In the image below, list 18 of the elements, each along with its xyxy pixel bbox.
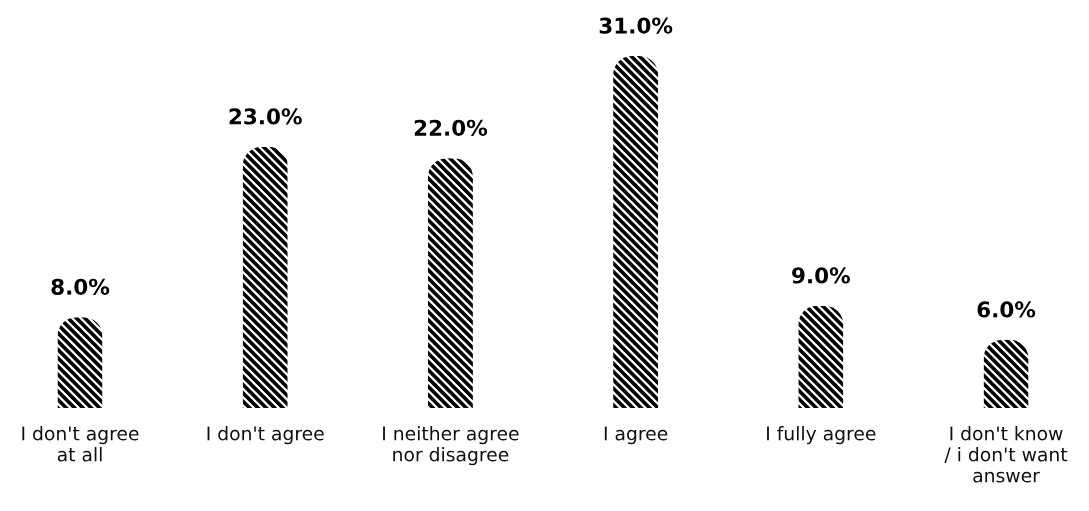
data-label: 8.0%	[51, 278, 110, 295]
data-label: 22.0%	[414, 119, 488, 136]
x-tick-label: I agree	[604, 426, 668, 445]
x-tick-label: I don't know / i don't want answer	[944, 426, 1068, 483]
data-label: 6.0%	[977, 301, 1036, 318]
x-tick-label: I neither agree nor disagree	[383, 426, 519, 466]
x-tick-label: I don't agree at all	[22, 426, 139, 462]
bar	[613, 55, 659, 408]
x-tick-label: I fully agree	[767, 426, 876, 445]
x-tick-label: I don't agree	[207, 426, 324, 445]
bar	[798, 305, 844, 408]
bar	[57, 317, 103, 408]
bar	[242, 146, 288, 408]
data-label: 31.0%	[599, 17, 673, 34]
data-label: 23.0%	[229, 108, 302, 125]
bar	[983, 339, 1029, 408]
data-label: 9.0%	[792, 267, 850, 284]
bar	[427, 158, 473, 408]
